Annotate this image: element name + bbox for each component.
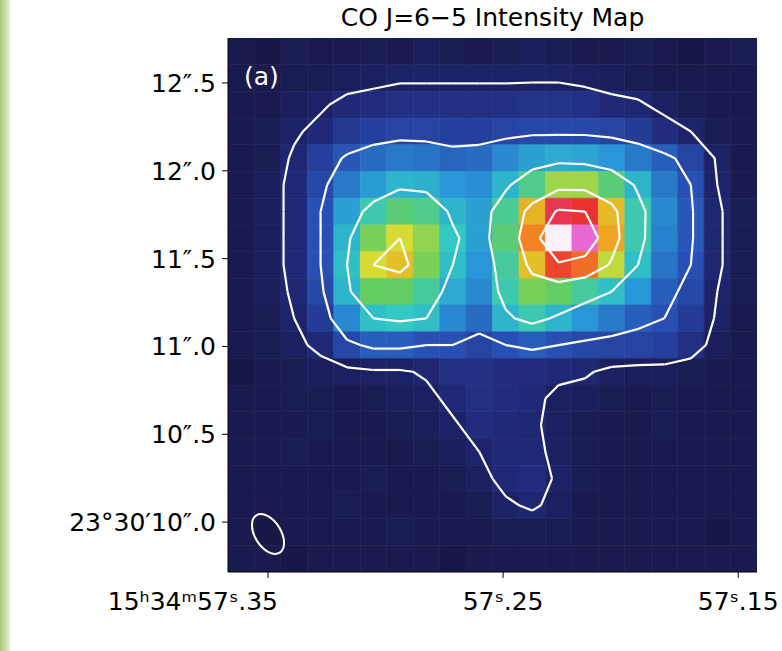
svg-text:12″.0: 12″.0: [151, 157, 216, 186]
svg-text:23°30′10″.0: 23°30′10″.0: [69, 508, 216, 537]
svg-text:12″.5: 12″.5: [151, 69, 216, 98]
svg-text:57ˢ.25: 57ˢ.25: [463, 587, 544, 616]
html-text:CO J=6−5 Intensity Map: CO J=6−5 Intensity Map: [340, 3, 645, 32]
svg-text:10″.5: 10″.5: [151, 420, 216, 449]
svg-text:11″.5: 11″.5: [151, 245, 216, 274]
svg-text:57ˢ.15: 57ˢ.15: [698, 587, 779, 616]
svg-text:11″.0: 11″.0: [151, 332, 216, 361]
html-text:(a): (a): [244, 62, 279, 91]
svg-text:15ʰ34ᵐ57ˢ.35: 15ʰ34ᵐ57ˢ.35: [108, 587, 278, 616]
